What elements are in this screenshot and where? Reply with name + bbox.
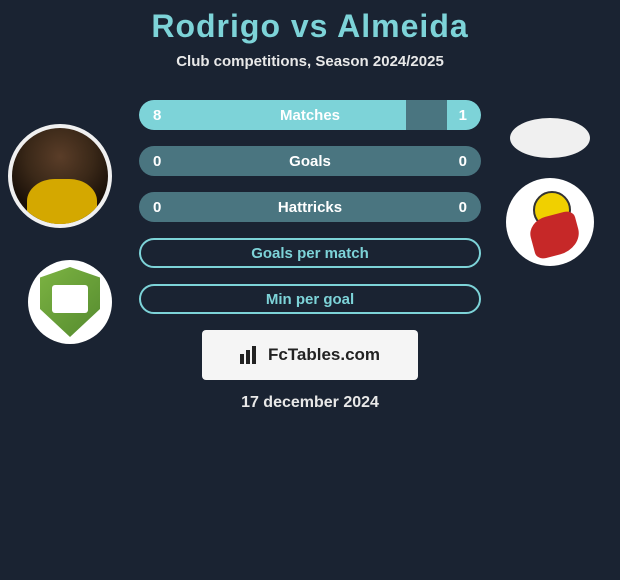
stat-label: Goals	[289, 153, 331, 170]
stat-label: Hattricks	[278, 199, 342, 216]
stat-label: Matches	[280, 107, 340, 124]
racket-icon	[515, 187, 585, 257]
club-logo-right	[506, 178, 594, 266]
page-title: Rodrigo vs Almeida	[0, 8, 620, 45]
stat-row-min-per-goal: Min per goal	[139, 284, 481, 314]
shield-icon	[40, 267, 100, 337]
stats-area: 8 Matches 1 0 Goals 0 0 Hattricks 0 Goal…	[139, 100, 481, 314]
stat-label: Goals per match	[251, 245, 369, 262]
stat-row-hattricks: 0 Hattricks 0	[139, 192, 481, 222]
date-text: 17 december 2024	[0, 394, 620, 412]
stat-label: Min per goal	[266, 291, 354, 308]
stat-fill-left	[139, 100, 406, 130]
logo-text: FcTables.com	[268, 345, 380, 365]
stat-value-left: 8	[153, 107, 161, 124]
stat-value-right: 0	[459, 199, 467, 216]
stat-value-right: 0	[459, 153, 467, 170]
club-logo-left	[28, 260, 112, 344]
subtitle: Club competitions, Season 2024/2025	[0, 53, 620, 70]
stat-row-matches: 8 Matches 1	[139, 100, 481, 130]
player-photo-left	[8, 124, 112, 228]
stat-value-left: 0	[153, 199, 161, 216]
stat-row-goals-per-match: Goals per match	[139, 238, 481, 268]
bar-chart-icon	[240, 346, 262, 364]
stat-value-right: 1	[459, 107, 467, 124]
player-photo-right	[510, 118, 590, 158]
comparison-card: Rodrigo vs Almeida Club competitions, Se…	[0, 0, 620, 412]
stat-value-left: 0	[153, 153, 161, 170]
fctables-logo[interactable]: FcTables.com	[202, 330, 418, 380]
stat-row-goals: 0 Goals 0	[139, 146, 481, 176]
